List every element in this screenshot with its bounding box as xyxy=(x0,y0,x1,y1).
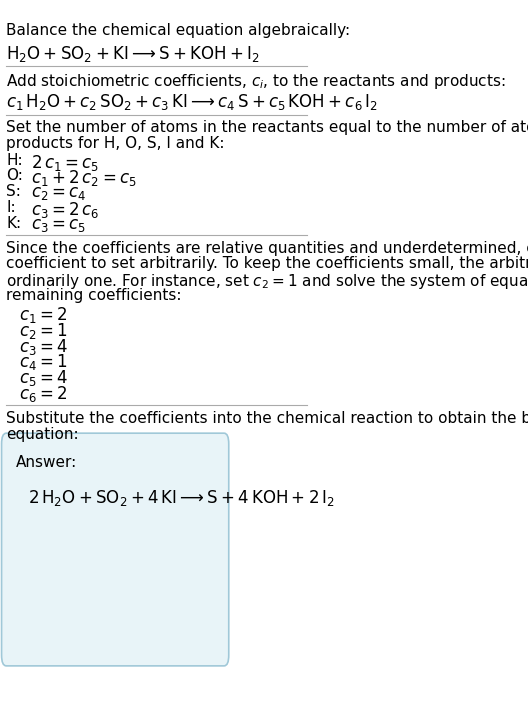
Text: ordinarily one. For instance, set $c_2 = 1$ and solve the system of equations fo: ordinarily one. For instance, set $c_2 =… xyxy=(6,272,528,291)
Text: $c_1\,\mathrm{H_2O} + c_2\,\mathrm{SO_2} + c_3\,\mathrm{KI} \longrightarrow c_4\: $c_1\,\mathrm{H_2O} + c_2\,\mathrm{SO_2}… xyxy=(6,92,378,112)
Text: products for H, O, S, I and K:: products for H, O, S, I and K: xyxy=(6,136,225,151)
Text: Answer:: Answer: xyxy=(16,455,77,470)
Text: H:: H: xyxy=(6,153,23,168)
Text: Set the number of atoms in the reactants equal to the number of atoms in the: Set the number of atoms in the reactants… xyxy=(6,120,528,135)
Text: Add stoichiometric coefficients, $c_i$, to the reactants and products:: Add stoichiometric coefficients, $c_i$, … xyxy=(6,72,506,91)
Text: $c_3 = 4$: $c_3 = 4$ xyxy=(19,337,68,357)
Text: $c_1 = 2$: $c_1 = 2$ xyxy=(19,305,67,325)
Text: $c_4 = 1$: $c_4 = 1$ xyxy=(19,352,68,372)
Text: S:: S: xyxy=(6,184,21,199)
Text: $c_3 = 2\,c_6$: $c_3 = 2\,c_6$ xyxy=(31,200,100,220)
Text: I:: I: xyxy=(6,200,16,215)
Text: remaining coefficients:: remaining coefficients: xyxy=(6,288,182,303)
Text: $c_1 + 2\,c_2 = c_5$: $c_1 + 2\,c_2 = c_5$ xyxy=(31,168,137,188)
Text: coefficient to set arbitrarily. To keep the coefficients small, the arbitrary va: coefficient to set arbitrarily. To keep … xyxy=(6,256,528,271)
Text: $\mathrm{H_2O + SO_2 + KI} \longrightarrow \mathrm{S + KOH + I_2}$: $\mathrm{H_2O + SO_2 + KI} \longrightarr… xyxy=(6,44,260,64)
Text: K:: K: xyxy=(6,216,22,231)
Text: O:: O: xyxy=(6,168,23,183)
Text: equation:: equation: xyxy=(6,427,79,442)
Text: $c_5 = 4$: $c_5 = 4$ xyxy=(19,368,68,388)
Text: Balance the chemical equation algebraically:: Balance the chemical equation algebraica… xyxy=(6,23,351,38)
Text: $2\,c_1 = c_5$: $2\,c_1 = c_5$ xyxy=(31,153,100,173)
Text: $c_2 = c_4$: $c_2 = c_4$ xyxy=(31,184,87,202)
Text: $2\,\mathrm{H_2O} + \mathrm{SO_2} + 4\,\mathrm{KI} \longrightarrow \mathrm{S} + : $2\,\mathrm{H_2O} + \mathrm{SO_2} + 4\,\… xyxy=(28,488,335,508)
Text: Since the coefficients are relative quantities and underdetermined, choose a: Since the coefficients are relative quan… xyxy=(6,241,528,256)
FancyBboxPatch shape xyxy=(2,433,229,666)
Text: $c_3 = c_5$: $c_3 = c_5$ xyxy=(31,216,86,233)
Text: $c_2 = 1$: $c_2 = 1$ xyxy=(19,321,68,341)
Text: $c_6 = 2$: $c_6 = 2$ xyxy=(19,384,67,404)
Text: Substitute the coefficients into the chemical reaction to obtain the balanced: Substitute the coefficients into the che… xyxy=(6,411,528,426)
